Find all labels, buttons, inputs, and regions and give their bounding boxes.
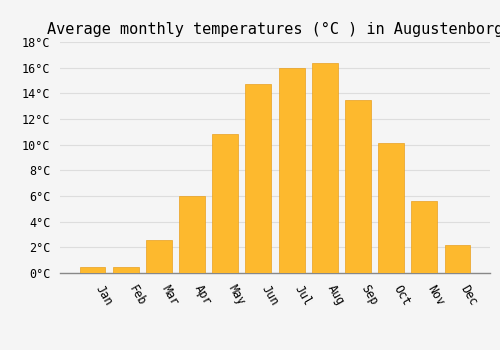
Bar xyxy=(212,134,238,273)
Bar xyxy=(112,267,138,273)
Bar xyxy=(412,201,438,273)
Title: Average monthly temperatures (°C ) in Augustenborg: Average monthly temperatures (°C ) in Au… xyxy=(47,22,500,37)
Bar xyxy=(179,196,205,273)
Bar xyxy=(278,68,304,273)
Bar xyxy=(345,100,371,273)
Bar xyxy=(378,144,404,273)
Bar xyxy=(146,240,172,273)
Bar xyxy=(80,267,106,273)
Bar xyxy=(312,63,338,273)
Bar xyxy=(444,245,470,273)
Bar xyxy=(246,84,272,273)
